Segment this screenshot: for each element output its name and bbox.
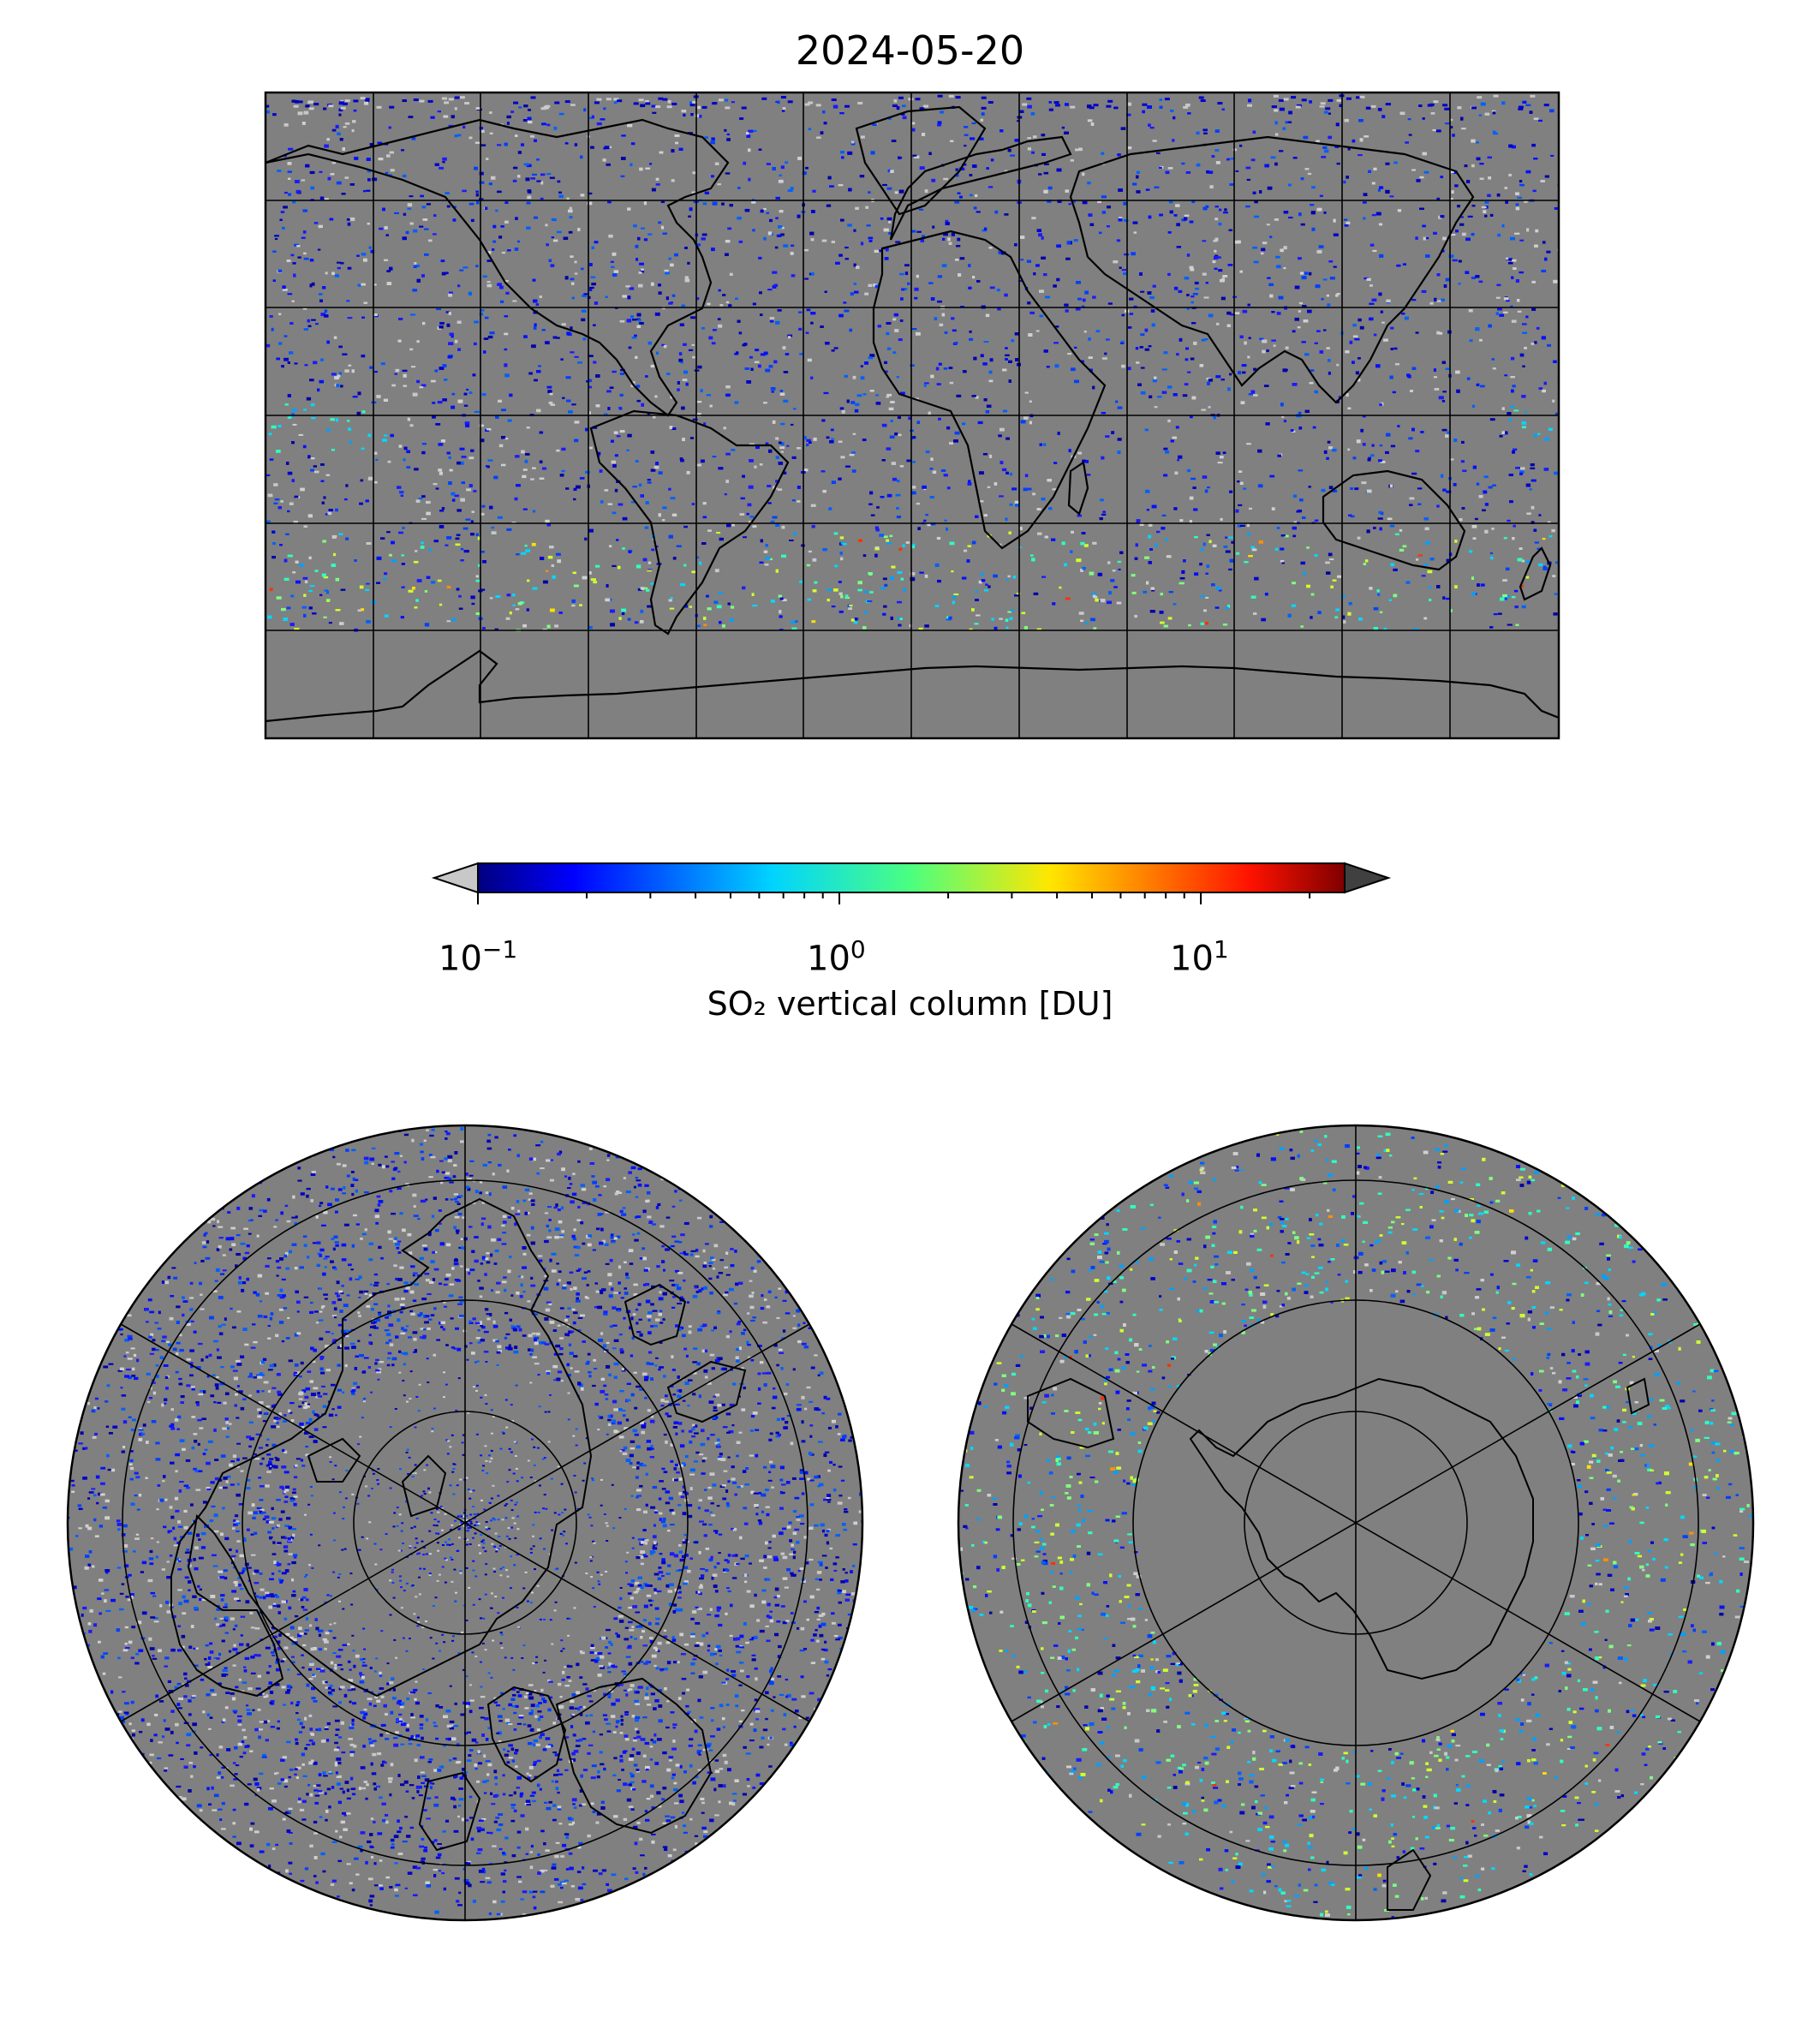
colorbar-under-extension bbox=[431, 862, 479, 894]
global-map bbox=[264, 91, 1560, 740]
colorbar-label: SO₂ vertical column [DU] bbox=[707, 985, 1113, 1023]
global-graticule bbox=[266, 92, 1559, 738]
south-coastlines bbox=[1027, 1377, 1650, 1911]
colorbar-tick-label-2: 101 bbox=[1170, 935, 1229, 979]
north-graticule bbox=[120, 1125, 810, 1920]
north-polar-map bbox=[66, 1124, 864, 1922]
map-title: 2024-05-20 bbox=[795, 27, 1025, 74]
colorbar-tick-label-1: 100 bbox=[807, 935, 866, 979]
north-coastlines bbox=[170, 1197, 747, 1852]
south-so2-field bbox=[958, 1125, 1753, 1919]
global-map-frame bbox=[264, 91, 1560, 740]
south-map-frame bbox=[957, 1124, 1755, 1922]
south-graticule bbox=[1011, 1125, 1701, 1920]
global-coastlines bbox=[265, 105, 1560, 723]
colorbar-gradient bbox=[478, 863, 1345, 892]
south-polar-map bbox=[957, 1124, 1755, 1922]
colorbar bbox=[431, 862, 1392, 904]
north-map-frame bbox=[66, 1124, 864, 1922]
colorbar-ticks bbox=[477, 892, 1311, 904]
colorbar-tick-label-0: 10−1 bbox=[439, 935, 518, 979]
colorbar-frame bbox=[477, 862, 1346, 893]
colorbar-over-extension bbox=[1344, 862, 1392, 894]
